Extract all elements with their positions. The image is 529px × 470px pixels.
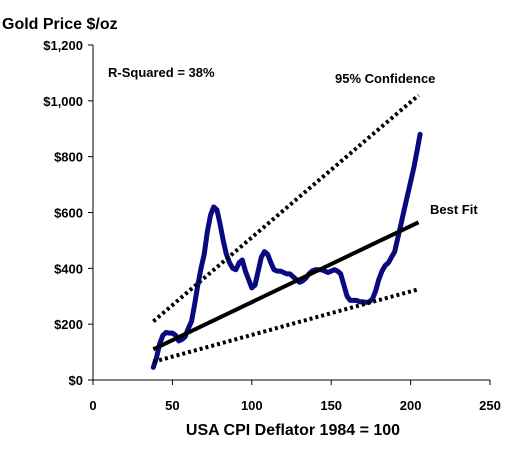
x-tick-label: 150 — [320, 398, 342, 413]
chart-title: Gold Price $/oz — [2, 16, 118, 33]
gold-price-line — [150, 131, 423, 370]
plot-lines — [150, 93, 423, 370]
x-axis-label: USA CPI Deflator 1984 = 100 — [186, 422, 400, 439]
x-tick-label: 200 — [400, 398, 422, 413]
y-tick-label: $1,000 — [43, 94, 83, 109]
axes: $0 $200 $400 $600 $800 $1,000 $1,200 0 50 100 150 2… — [43, 38, 501, 413]
y-tick-label: $600 — [54, 206, 83, 221]
r-squared-annotation: R-Squared = 38% — [108, 65, 215, 80]
best-fit-line — [152, 220, 420, 352]
best-fit-annotation: Best Fit — [430, 202, 478, 217]
confidence-annotation: 95% Confidence — [335, 71, 435, 86]
y-tick-label: $200 — [54, 317, 83, 332]
x-tick-label: 0 — [89, 398, 96, 413]
y-tick-label: $0 — [69, 373, 83, 388]
x-tick-label: 100 — [241, 398, 263, 413]
x-tick-label: 50 — [165, 398, 179, 413]
x-tick-label: 250 — [479, 398, 501, 413]
lower-confidence-line — [152, 287, 420, 364]
y-tick-label: $1,200 — [43, 38, 83, 53]
y-tick-label: $800 — [54, 150, 83, 165]
y-tick-label: $400 — [54, 261, 83, 276]
upper-confidence-line — [152, 93, 420, 323]
